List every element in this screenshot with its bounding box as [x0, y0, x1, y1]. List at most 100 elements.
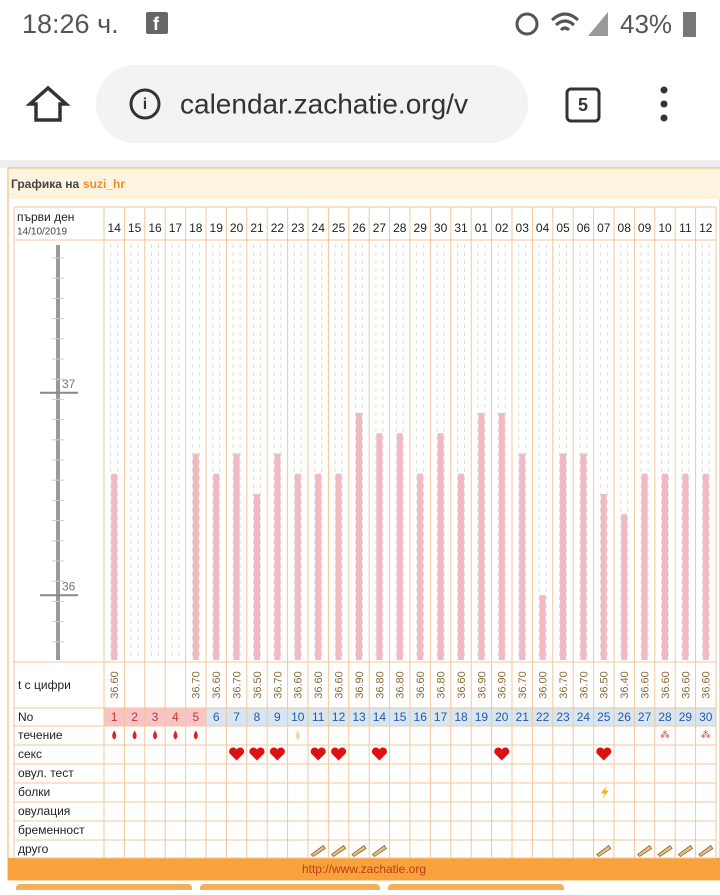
no-cell [144, 708, 166, 726]
no-cell [471, 708, 492, 726]
button[interactable] [200, 884, 380, 895]
first-day: 14/10/2019 [17, 227, 67, 238]
drop-icon [132, 730, 137, 740]
cycle-day: 15 [393, 710, 407, 724]
temp-label: 36.90 [497, 671, 509, 699]
tabs-button[interactable] [565, 87, 601, 123]
heart-icon [494, 747, 510, 761]
cycle-day: 11 [312, 710, 325, 724]
temp-label: 36.70 [558, 671, 570, 699]
cycle-day: 20 [495, 710, 509, 724]
row-label: друго [18, 842, 49, 856]
temp-label: 36.60 [456, 671, 468, 699]
menu-button[interactable] [660, 86, 668, 122]
cycle-day: 10 [291, 710, 305, 724]
note-icon [657, 844, 673, 858]
y-tick-label: 36 [62, 579, 76, 593]
date-label: 27 [373, 221, 387, 235]
temp-label: 36.70 [272, 671, 284, 699]
cycle-day: 30 [699, 710, 713, 724]
cycle-day: 8 [254, 710, 261, 724]
date-label: 18 [189, 221, 203, 235]
no-cell [410, 708, 431, 726]
date-label: 14 [108, 221, 122, 235]
heart-icon [269, 747, 285, 761]
temp-label: 36.60 [415, 671, 427, 699]
date-label: 17 [169, 221, 183, 235]
note-icon [330, 844, 347, 858]
first-day-label: първи ден [17, 210, 74, 224]
cycle-day: 6 [213, 710, 220, 724]
home-button[interactable] [25, 85, 71, 122]
note-icon [636, 844, 653, 858]
url-bar[interactable] [96, 65, 528, 143]
cycle-day: 28 [658, 710, 672, 724]
date-label: 12 [699, 221, 713, 235]
no-cell [226, 708, 247, 726]
temp-label: 36.70 [191, 671, 203, 699]
t-label: t с цифри [18, 678, 71, 692]
bar [376, 433, 383, 660]
date-label: 30 [434, 221, 448, 235]
cycle-day: 3 [152, 710, 159, 724]
no-cell [185, 708, 206, 726]
date-label: 11 [679, 221, 692, 235]
cycle-day: 7 [233, 710, 240, 724]
bar [539, 595, 546, 660]
date-label: 21 [250, 221, 264, 235]
temp-label: 36.90 [354, 671, 366, 699]
row-label: бременност [18, 823, 85, 837]
temp-label: 36.60 [313, 671, 325, 699]
cycle-day: 1 [111, 710, 118, 724]
bar [254, 493, 260, 660]
bar [233, 453, 240, 660]
cycle-day: 24 [577, 710, 591, 724]
cycle-day: 14 [373, 710, 387, 724]
temp-label: 36.60 [640, 671, 652, 699]
row-label: течение [18, 728, 63, 742]
date-label: 15 [128, 221, 142, 235]
tabs-count: 5 [578, 95, 588, 115]
battery-text: 43% [620, 9, 672, 39]
bar [702, 473, 709, 660]
heart-icon [371, 747, 387, 761]
url-text: calendar.zachatie.org/v [180, 88, 468, 119]
cycle-day: 27 [638, 710, 652, 724]
bar [458, 473, 464, 660]
button[interactable] [388, 884, 564, 895]
no-cell [308, 708, 329, 726]
user-name[interactable]: suzi_hr [83, 177, 125, 191]
temp-label: 36.80 [436, 671, 448, 699]
no-cell [573, 708, 594, 726]
drop-icon [295, 730, 300, 740]
bar [560, 453, 566, 660]
no-cell [654, 708, 676, 726]
date-label: 20 [230, 221, 244, 235]
date-label: 24 [312, 221, 326, 235]
no-cell [287, 708, 308, 726]
title-band [9, 169, 720, 199]
heart-icon [310, 747, 326, 761]
date-label: 29 [414, 221, 428, 235]
bar [621, 514, 628, 660]
no-cell [104, 708, 125, 726]
cycle-day: 2 [131, 710, 138, 724]
cycle-day: 21 [516, 710, 530, 724]
no-cell [512, 708, 533, 726]
row-label: болки [18, 785, 50, 799]
bar [417, 473, 424, 660]
info-icon[interactable] [129, 88, 161, 120]
heart-icon [331, 747, 347, 761]
row-label: овул. тест [18, 766, 74, 780]
footer-url[interactable]: http://www.zachatie.org [302, 862, 426, 876]
bar [335, 473, 342, 660]
note-icon [698, 844, 714, 858]
footer-band [8, 858, 720, 880]
bar [641, 473, 648, 660]
temp-label: 36.60 [334, 671, 346, 699]
date-label: 09 [638, 221, 652, 235]
note-icon [371, 844, 387, 858]
button[interactable] [16, 884, 192, 895]
temp-label: 36.80 [374, 671, 386, 699]
cycle-day: 19 [475, 710, 489, 724]
